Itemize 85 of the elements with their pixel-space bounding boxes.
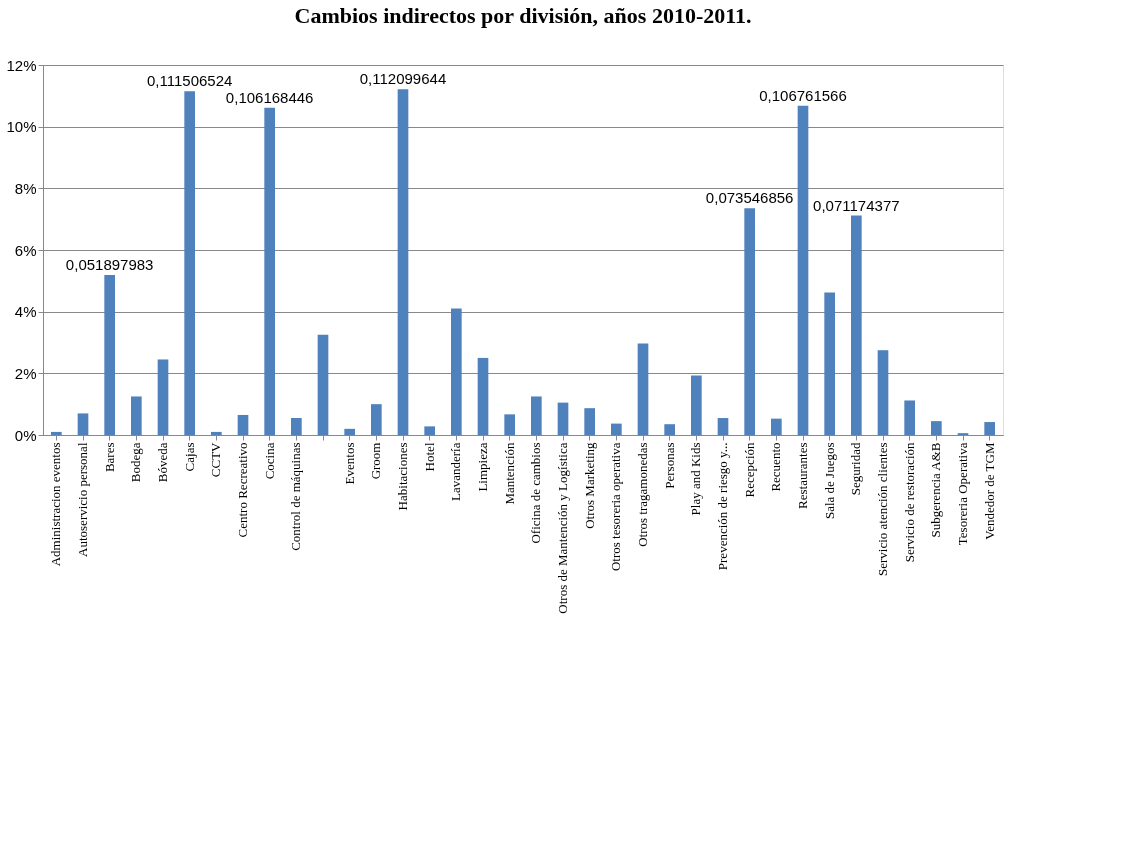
- bar: [131, 396, 142, 435]
- x-tick-label: Otros tesoreria operativa: [608, 442, 624, 572]
- x-tick-label: Centro Recreativo: [235, 442, 250, 538]
- bar: [744, 208, 755, 435]
- data-label: 0,051897983: [65, 255, 154, 273]
- bar: [291, 418, 302, 435]
- bar: [77, 413, 89, 435]
- bar: [771, 418, 782, 435]
- bar: [877, 350, 889, 435]
- x-tick-label: Hotel: [421, 442, 437, 472]
- x-tick-label: Administracion eventos: [48, 442, 64, 567]
- y-tick-label: 10%: [6, 118, 37, 136]
- y-tick-label: 6%: [14, 241, 37, 259]
- bar: [904, 400, 915, 435]
- x-tick-label: Cajas: [181, 442, 197, 472]
- y-tick-label: 4%: [14, 303, 37, 321]
- x-tick-label: Personas: [661, 442, 677, 489]
- bar: [104, 274, 115, 435]
- x-tick-label: Bodega: [128, 442, 144, 483]
- data-label: 0,106761566: [759, 86, 847, 104]
- x-tick-label: Subgerencia A&B: [928, 442, 944, 538]
- bar: [504, 414, 515, 435]
- x-tick-label: Oficina de cambios: [528, 442, 544, 544]
- data-label: 0,112099644: [359, 70, 447, 88]
- x-tick-label: Servicio atención clientes: [875, 442, 890, 577]
- x-tick-label: Groom: [368, 442, 384, 480]
- bar: [824, 292, 835, 435]
- bar: [531, 396, 542, 435]
- bar: [237, 414, 249, 435]
- chart-title: Cambios indirectos por división, años 2010-2011.: [294, 3, 752, 28]
- x-tick-label: Autoservicio personal: [75, 442, 90, 557]
- bar: [851, 215, 862, 435]
- bar: [637, 343, 649, 435]
- bar: [691, 375, 702, 435]
- x-tick-label: Mantención: [501, 442, 517, 505]
- data-label: 0,073546856: [705, 189, 794, 207]
- bar: [157, 359, 169, 435]
- bar: [611, 423, 622, 435]
- data-label: 0,111506524: [146, 72, 233, 90]
- bar: [51, 431, 62, 435]
- bar: [451, 308, 462, 435]
- bar: [797, 105, 809, 435]
- bar: [477, 357, 489, 435]
- x-tick-label: Otros Marketing: [581, 442, 597, 529]
- x-tick-label: Cocina: [261, 442, 277, 480]
- y-tick-label: 0%: [14, 426, 37, 444]
- data-label: 0,071174377: [813, 196, 900, 214]
- bar: [264, 107, 275, 435]
- x-tick-label: Restaurantes: [795, 442, 810, 509]
- x-tick-label: Habitaciones: [395, 442, 410, 511]
- x-tick-label: Vendedor de TGM: [981, 442, 997, 540]
- x-tick-label: Control de máquinas: [288, 442, 304, 551]
- x-tick-label: Limpieza: [475, 442, 490, 492]
- bar: [664, 424, 675, 435]
- x-tick-label: Bares: [101, 442, 117, 473]
- x-tick-label: Otros tragamonedas: [635, 442, 650, 547]
- x-tick-label: Bóveda: [155, 442, 170, 483]
- bar: [717, 418, 729, 435]
- bar: [424, 426, 435, 435]
- x-tick-label: Eventos: [341, 442, 357, 485]
- x-tick-label: Prevención de riesgo y...: [715, 442, 730, 571]
- data-label: 0,106168446: [225, 88, 314, 106]
- x-tick-label: Recepción: [741, 442, 757, 498]
- x-tick-label: Tesoreria Operativa: [955, 442, 970, 546]
- bar: [344, 428, 355, 435]
- x-tick-label: Otros de Mantención y Logística: [555, 442, 570, 614]
- bar: [984, 422, 995, 435]
- y-tick-label: 2%: [14, 364, 37, 382]
- x-tick-label: Recuento: [768, 442, 784, 492]
- x-tick-label: Sala de Juegos: [821, 442, 837, 520]
- bar: [184, 91, 195, 435]
- y-tick-label: 8%: [14, 179, 37, 197]
- bar: [397, 89, 409, 435]
- y-tick-label: 12%: [6, 56, 37, 74]
- bar: [931, 421, 942, 435]
- x-tick-label: Lavandería: [448, 442, 464, 501]
- x-tick-label: Seguridad: [848, 442, 864, 496]
- bar: [211, 431, 222, 435]
- bar: [557, 402, 569, 435]
- x-tick-label: CCTV: [208, 441, 224, 478]
- bar: [584, 408, 595, 435]
- x-tick-label: Servicio de restoración: [901, 442, 917, 563]
- x-tick-label: Play and Kids: [688, 442, 704, 516]
- bar: [371, 404, 382, 435]
- bar: [317, 334, 329, 435]
